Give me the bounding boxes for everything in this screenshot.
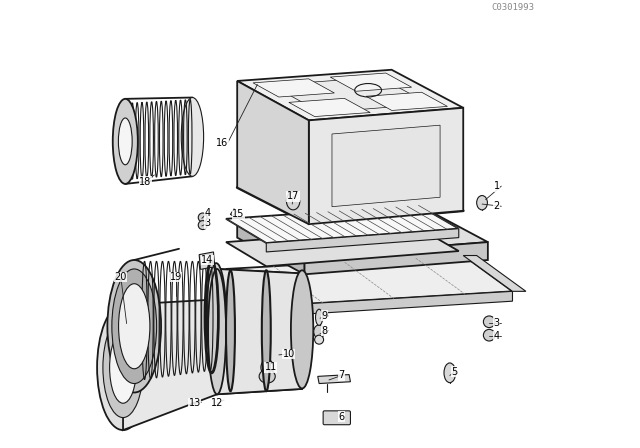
Polygon shape [226,255,513,306]
Text: C0301993: C0301993 [491,3,534,12]
Ellipse shape [113,99,138,184]
Ellipse shape [261,359,273,375]
Ellipse shape [181,98,204,177]
Text: 16: 16 [216,138,228,148]
Ellipse shape [118,118,132,165]
Text: 6: 6 [339,412,344,422]
Text: 18: 18 [140,177,152,187]
Text: 1: 1 [493,181,500,191]
Text: 13: 13 [189,398,201,408]
Polygon shape [226,205,459,243]
Ellipse shape [97,305,149,430]
Text: 9: 9 [321,311,328,321]
Polygon shape [332,125,440,207]
Polygon shape [330,73,412,91]
Ellipse shape [108,260,161,392]
Text: 15: 15 [232,209,244,220]
Ellipse shape [444,363,456,383]
Text: 19: 19 [170,272,182,282]
Polygon shape [271,77,429,112]
Text: 17: 17 [287,191,300,202]
Polygon shape [226,269,275,316]
Ellipse shape [198,220,207,229]
Ellipse shape [483,329,495,341]
Ellipse shape [477,195,488,210]
Polygon shape [305,242,488,274]
Polygon shape [309,108,463,224]
Ellipse shape [208,269,226,394]
Polygon shape [366,92,447,111]
Text: 3: 3 [204,218,211,228]
Ellipse shape [118,284,150,369]
Ellipse shape [262,270,271,391]
FancyBboxPatch shape [323,411,351,425]
Ellipse shape [314,325,324,338]
Ellipse shape [291,270,314,388]
Polygon shape [226,228,459,266]
Ellipse shape [226,270,235,391]
Ellipse shape [315,335,324,344]
Ellipse shape [109,332,136,403]
Polygon shape [237,81,309,224]
Ellipse shape [316,309,323,325]
Text: 5: 5 [451,367,458,377]
Text: 4: 4 [493,331,500,341]
Polygon shape [217,269,302,394]
Polygon shape [275,291,513,316]
Text: 7: 7 [339,370,344,380]
Text: 2: 2 [493,201,500,211]
Polygon shape [266,228,459,252]
Ellipse shape [112,269,157,383]
Ellipse shape [206,263,226,369]
Text: 14: 14 [201,255,213,265]
Ellipse shape [198,213,207,222]
Polygon shape [199,252,215,269]
Text: 4: 4 [204,208,211,219]
Text: 10: 10 [282,349,295,359]
Polygon shape [237,220,305,274]
Text: 20: 20 [115,272,127,282]
Polygon shape [237,70,463,121]
Polygon shape [289,99,370,116]
Text: 3: 3 [493,318,500,327]
Polygon shape [463,255,526,291]
Polygon shape [123,299,217,430]
Ellipse shape [103,317,143,418]
Text: 8: 8 [321,326,328,336]
Text: 11: 11 [264,362,277,372]
Polygon shape [237,206,488,256]
Polygon shape [253,79,334,97]
Ellipse shape [483,316,495,327]
Polygon shape [318,375,351,383]
Ellipse shape [259,370,275,383]
Text: 12: 12 [211,398,223,408]
